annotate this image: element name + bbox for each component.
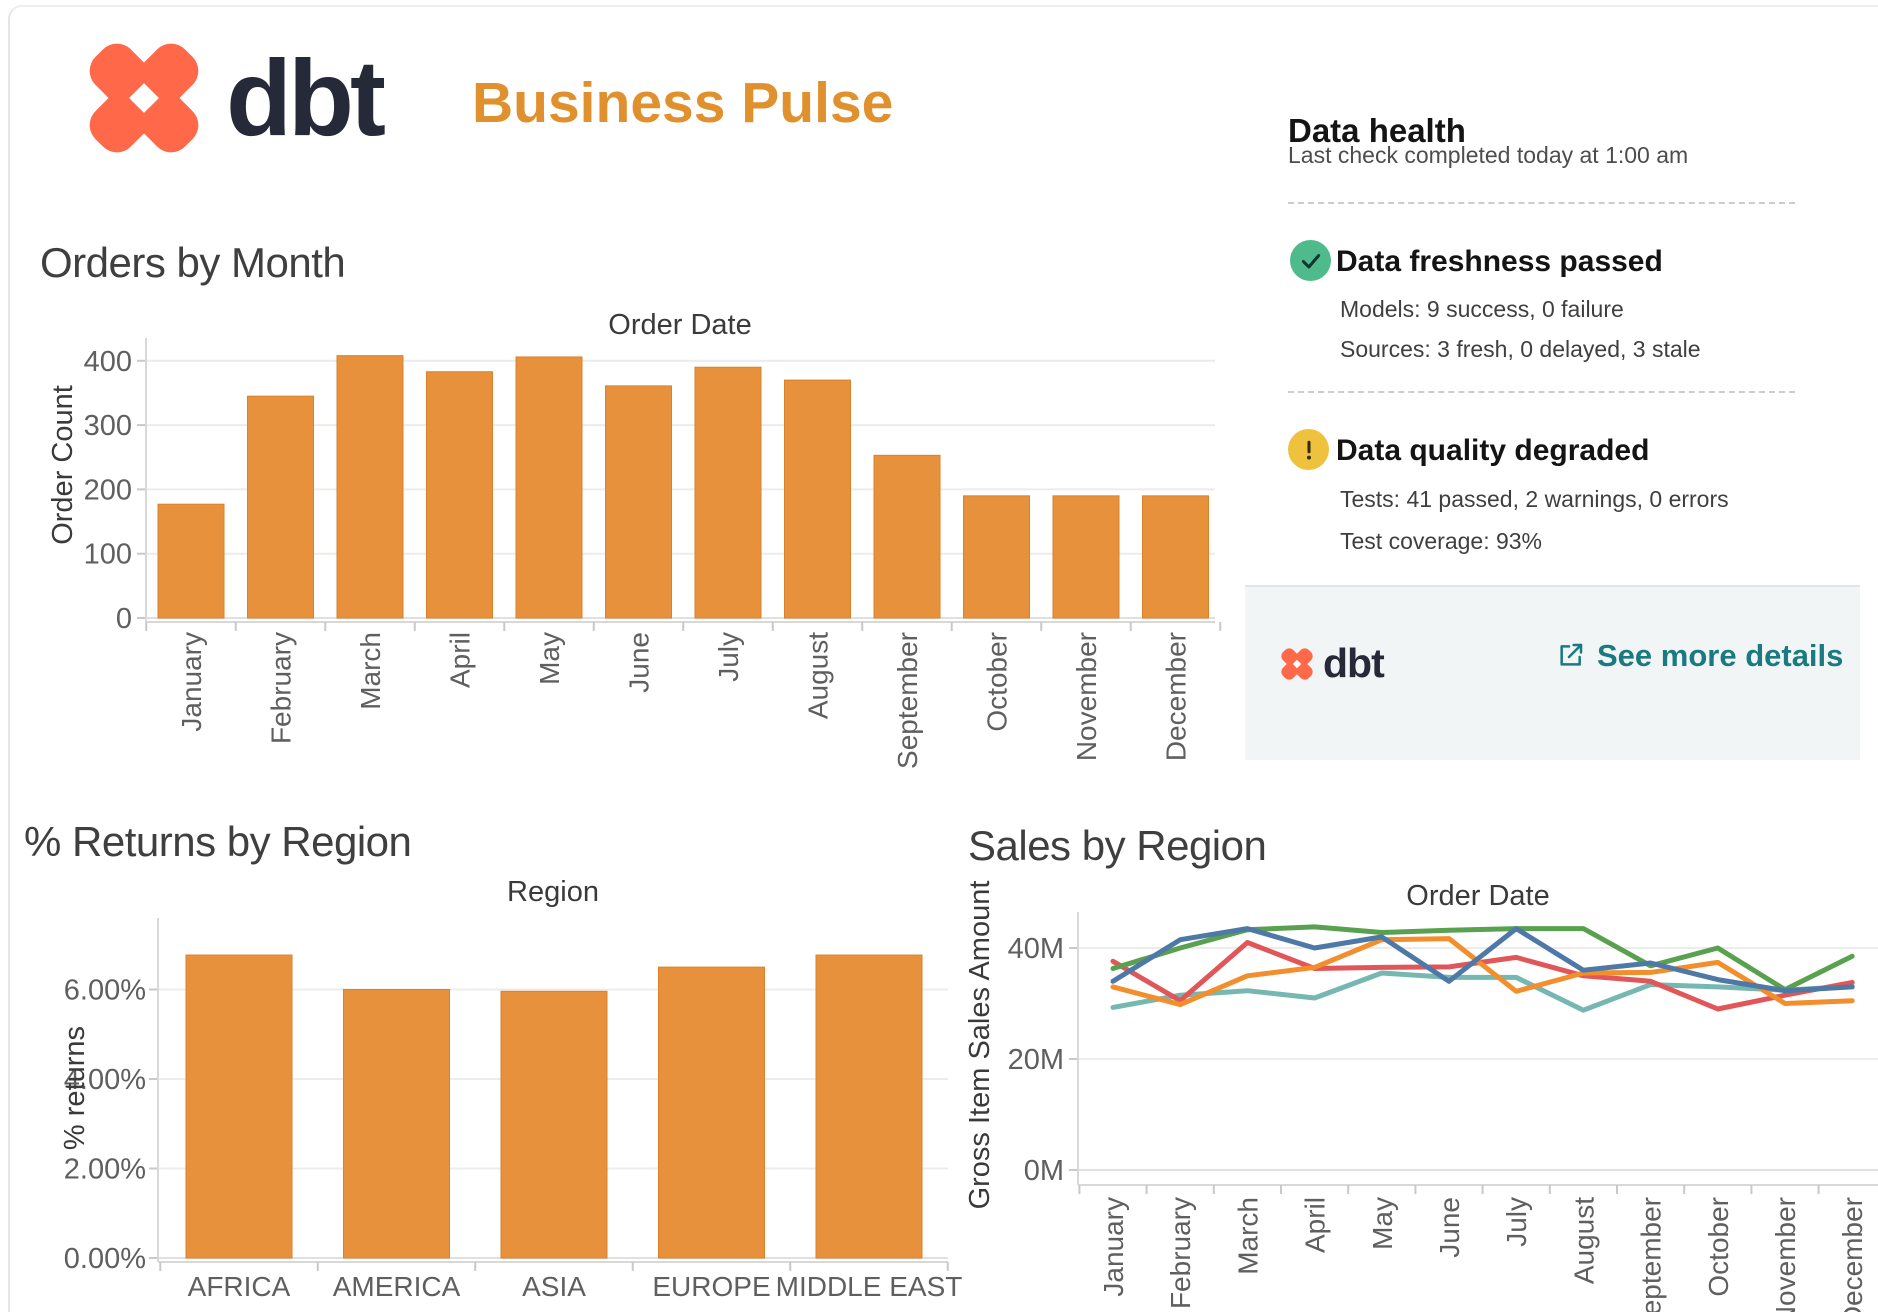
- sales-chart-title: Sales by Region: [968, 822, 1267, 869]
- x-category-label: September: [1636, 1197, 1667, 1312]
- y-axis-title: Order Count: [47, 385, 79, 545]
- x-category-label: November: [1770, 1197, 1801, 1312]
- x-axis-title: Order Date: [608, 309, 751, 341]
- bar-mark[interactable]: [515, 356, 583, 619]
- dashed-divider: [1288, 202, 1795, 204]
- x-category-label: MIDDLE EAST: [776, 1271, 963, 1302]
- y-tick-label: 6.00%: [64, 975, 146, 1007]
- data-health-footer: dbt See more details: [1245, 585, 1860, 760]
- freshness-models-line: Models: 9 success, 0 failure: [1340, 296, 1624, 322]
- data-health-title: Data health: [1288, 112, 1466, 149]
- bar-mark[interactable]: [658, 966, 765, 1259]
- bar-mark[interactable]: [815, 954, 923, 1259]
- freshness-sources-line: Sources: 3 fresh, 0 delayed, 3 stale: [1340, 336, 1701, 362]
- dbt-wordmark: dbt: [226, 37, 386, 158]
- dbt-wordmark-small: dbt: [1323, 640, 1385, 686]
- bar-mark[interactable]: [605, 385, 672, 619]
- bar-mark[interactable]: [963, 495, 1030, 619]
- bar-mark[interactable]: [1142, 495, 1209, 619]
- x-category-label: April: [1300, 1197, 1331, 1253]
- y-tick-label: 0: [116, 603, 132, 635]
- x-category-label: October: [1703, 1197, 1734, 1297]
- x-category-label: June: [1434, 1197, 1465, 1258]
- y-tick-label: 400: [84, 346, 132, 378]
- line-series-green[interactable]: [1110, 924, 1855, 993]
- y-tick-label: 200: [84, 474, 132, 506]
- bar-mark[interactable]: [336, 355, 404, 619]
- freshness-status-title: Data freshness passed: [1336, 245, 1663, 278]
- bar-mark[interactable]: [247, 395, 314, 619]
- quality-coverage-line: Test coverage: 93%: [1340, 528, 1543, 554]
- x-category-label: August: [803, 632, 834, 719]
- bar-mark[interactable]: [500, 990, 608, 1259]
- x-category-label: September: [892, 632, 923, 769]
- x-category-label: March: [355, 632, 386, 710]
- dbt-logo: dbt: [78, 28, 386, 168]
- x-category-label: April: [445, 632, 476, 688]
- y-tick-label: 0.00%: [64, 1243, 146, 1275]
- x-category-label: February: [266, 632, 297, 744]
- orders-by-month-chart: 0 100 200 300 400 Order Date Order Count Januar…: [47, 309, 1222, 769]
- dashed-divider: [1288, 391, 1795, 393]
- x-category-label: July: [1501, 1197, 1532, 1247]
- x-category-label: AFRICA: [188, 1271, 291, 1302]
- y-tick-label: 40M: [1008, 933, 1064, 965]
- line-series-teal[interactable]: [1110, 970, 1855, 1013]
- y-tick-label: 2.00%: [64, 1154, 146, 1186]
- page-title: Business Pulse: [472, 71, 894, 135]
- x-category-label: October: [982, 632, 1013, 732]
- returns-by-region-chart: 0.00% 2.00% 4.00% 6.00% Region % returns AFRIC…: [59, 876, 962, 1302]
- dbt-x-icon: [89, 43, 199, 153]
- x-category-label: July: [713, 632, 744, 682]
- bar-mark[interactable]: [426, 371, 493, 619]
- x-category-label: January: [176, 632, 207, 732]
- sales-by-region-chart: 0M 20M 40M Order Date Gross Item Sales Amoun…: [964, 880, 1878, 1312]
- x-axis-title: Order Date: [1406, 880, 1549, 912]
- x-category-label: February: [1165, 1197, 1196, 1309]
- bar-mark[interactable]: [343, 989, 450, 1259]
- y-tick-label: 20M: [1008, 1044, 1064, 1076]
- y-tick-label: 4.00%: [64, 1064, 146, 1096]
- x-category-label: November: [1071, 632, 1102, 761]
- y-tick-label: 0M: [1024, 1155, 1064, 1187]
- x-category-label: ASIA: [522, 1271, 586, 1302]
- x-axis-title: Region: [507, 876, 599, 908]
- line-series-orange[interactable]: [1110, 936, 1855, 1008]
- y-axis-title: Gross Item Sales Amount: [964, 881, 996, 1210]
- x-category-label: EUROPE: [652, 1271, 770, 1302]
- bar-mark[interactable]: [185, 954, 293, 1259]
- data-health-panel: Data health Last check completed today a…: [1245, 60, 1860, 760]
- x-category-label: May: [1367, 1197, 1398, 1250]
- check-circle-icon: [1290, 240, 1331, 281]
- y-tick-label: 100: [84, 539, 132, 571]
- x-category-label: January: [1098, 1197, 1129, 1297]
- x-category-label: December: [1161, 632, 1192, 761]
- line-series-blue[interactable]: [1110, 926, 1855, 994]
- x-category-label: May: [534, 632, 565, 685]
- dbt-x-icon-small: [1281, 648, 1313, 680]
- bar-mark[interactable]: [157, 503, 225, 619]
- x-category-label: March: [1232, 1197, 1263, 1275]
- bar-mark[interactable]: [1052, 495, 1120, 619]
- x-category-label: June: [624, 632, 655, 693]
- x-category-label: August: [1568, 1197, 1599, 1284]
- x-category-label: AMERICA: [333, 1271, 461, 1302]
- x-category-label: December: [1837, 1197, 1868, 1312]
- quality-tests-line: Tests: 41 passed, 2 warnings, 0 errors: [1340, 486, 1729, 512]
- orders-chart-title: Orders by Month: [40, 239, 346, 286]
- quality-status-title: Data quality degraded: [1336, 434, 1650, 467]
- see-more-details-link[interactable]: See more details: [1597, 638, 1844, 673]
- returns-chart-title: % Returns by Region: [24, 818, 412, 865]
- y-axis-title: % returns: [59, 1026, 91, 1150]
- external-link-icon[interactable]: [1555, 639, 1587, 671]
- data-health-subtitle: Last check completed today at 1:00 am: [1288, 142, 1689, 168]
- bar-mark[interactable]: [694, 366, 762, 619]
- bar-mark[interactable]: [784, 379, 851, 619]
- warning-circle-icon: [1288, 429, 1329, 470]
- y-tick-label: 300: [84, 410, 132, 442]
- bar-mark[interactable]: [873, 454, 941, 619]
